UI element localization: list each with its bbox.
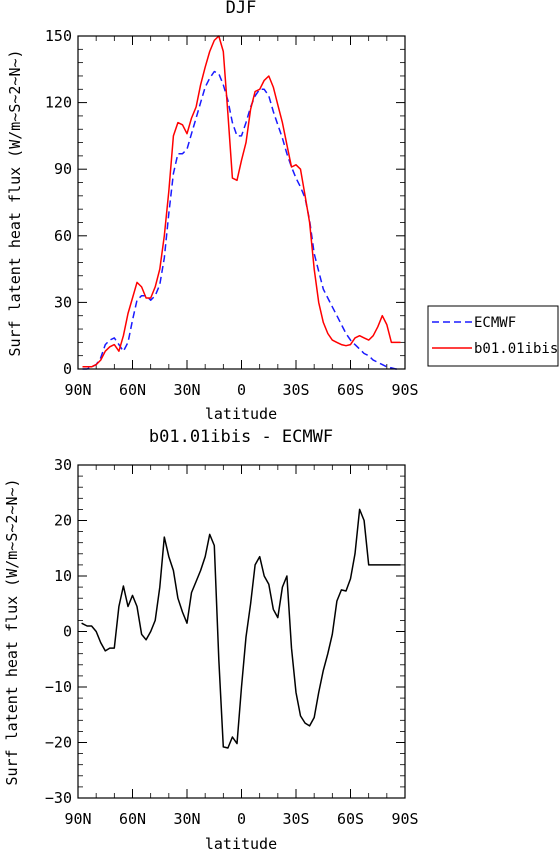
top-series-line-b01-01ibis — [82, 35, 401, 368]
bottom-plot-frame — [77, 464, 406, 799]
bottom-x-tick-label: 60S — [337, 810, 364, 828]
top-y-tick-label: 90 — [54, 160, 72, 178]
bottom-x-tick-label: 90N — [64, 810, 91, 828]
bottom-y-tick-label: 30 — [54, 456, 72, 474]
bottom-y-tick-label: 20 — [54, 512, 72, 530]
top-x-tick-label: 60S — [337, 381, 364, 399]
top-x-tick-label: 90N — [64, 381, 91, 399]
top-x-tick-label: 30S — [282, 381, 309, 399]
top-series-group — [82, 35, 401, 370]
bottom-series-group — [81, 508, 401, 749]
bottom-y-tick-label: −10 — [45, 678, 72, 696]
top-chart-title: DJF — [226, 0, 257, 18]
bottom-series-line-0 — [81, 508, 401, 749]
top-y-tick-label: 60 — [54, 227, 72, 245]
top-y-tick-label: 120 — [45, 94, 72, 112]
top-y-axis-label: Surf latent heat flux (W/m~S~2~N~) — [6, 49, 24, 356]
bottom-x-ticks: 90N 60N 30N 0 30S 60S 90S — [64, 465, 419, 828]
top-x-tick-label: 60N — [119, 381, 146, 399]
top-y-tick-label: 30 — [54, 293, 72, 311]
top-x-tick-label: 90S — [391, 381, 418, 399]
bottom-y-tick-label: −30 — [45, 789, 72, 807]
bottom-x-tick-label: 30S — [282, 810, 309, 828]
bottom-y-tick-label: 10 — [54, 567, 72, 585]
bottom-x-tick-label: 90S — [391, 810, 418, 828]
top-x-ticks: 90N 60N 30N 0 30S 60S 90S — [64, 36, 419, 399]
legend-box — [427, 305, 559, 367]
top-x-axis-label: latitude — [205, 405, 277, 423]
top-series-line-ecmwf — [82, 70, 401, 370]
top-y-tick-label: 0 — [63, 360, 72, 378]
bottom-y-ticks: −30 −20 −10 0 10 20 30 — [45, 456, 405, 807]
top-panel: DJF Surf latent heat flux (W/m~S~2~N~) l… — [6, 0, 419, 423]
legend-ecmwf-label: ECMWF — [474, 315, 516, 331]
top-x-tick-label: 30N — [173, 381, 200, 399]
bottom-x-tick-label: 30N — [173, 810, 200, 828]
top-y-tick-label: 150 — [45, 27, 72, 45]
bottom-y-tick-label: −20 — [45, 734, 72, 752]
top-x-tick-label: 0 — [237, 381, 246, 399]
legend-b01-label: b01.01ibis — [474, 341, 558, 357]
bottom-x-tick-label: 60N — [119, 810, 146, 828]
bottom-x-tick-label: 0 — [237, 810, 246, 828]
bottom-panel: b01.01ibis - ECMWF Surf latent heat flux… — [3, 427, 419, 851]
bottom-x-axis-label: latitude — [205, 835, 277, 851]
legend: ECMWF b01.01ibis — [427, 305, 559, 367]
bottom-y-tick-label: 0 — [63, 623, 72, 641]
top-plot-frame — [77, 35, 406, 370]
bottom-chart-title: b01.01ibis - ECMWF — [149, 427, 333, 447]
bottom-y-axis-label: Surf latent heat flux (W/m~S~2~N~) — [3, 478, 21, 785]
